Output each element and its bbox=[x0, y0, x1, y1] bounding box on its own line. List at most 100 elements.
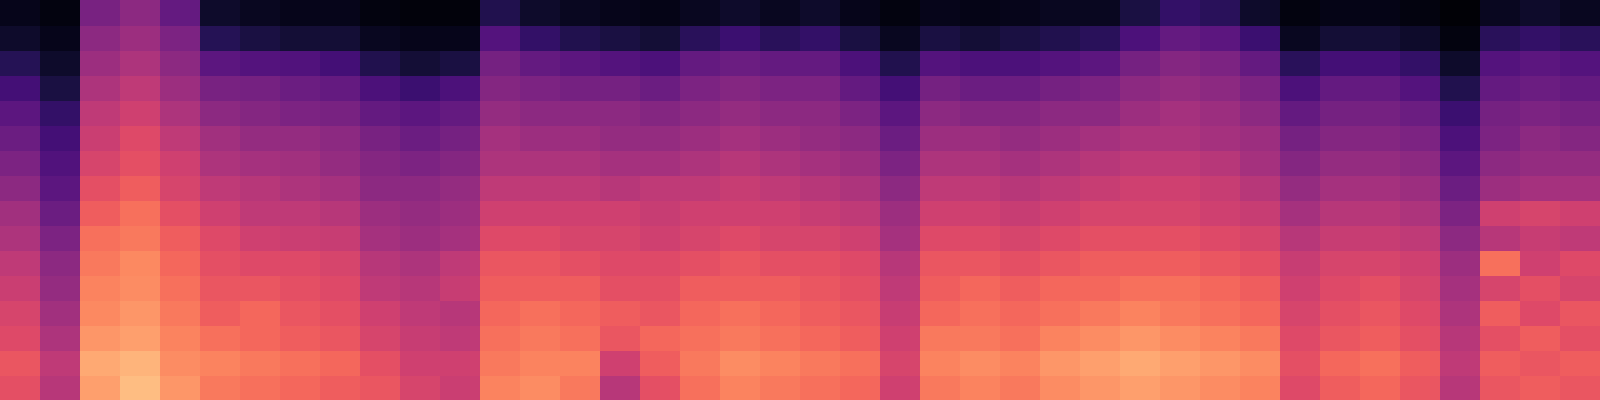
heatmap-cell bbox=[1560, 200, 1600, 226]
heatmap-cell bbox=[1200, 350, 1241, 376]
heatmap-cell bbox=[1280, 0, 1321, 26]
heatmap-cell bbox=[120, 175, 161, 201]
heatmap-cell bbox=[1240, 50, 1281, 76]
heatmap-cell bbox=[800, 100, 841, 126]
heatmap-cell bbox=[560, 25, 601, 51]
heatmap-cell bbox=[1200, 75, 1241, 101]
heatmap-cell bbox=[760, 100, 801, 126]
heatmap-cell bbox=[1080, 250, 1121, 276]
heatmap-cell bbox=[840, 100, 881, 126]
heatmap-cell bbox=[760, 175, 801, 201]
heatmap-cell bbox=[880, 25, 921, 51]
heatmap-cell bbox=[760, 300, 801, 326]
heatmap-cell bbox=[1440, 375, 1481, 400]
heatmap-cell bbox=[800, 50, 841, 76]
heatmap-cell bbox=[680, 275, 721, 301]
heatmap-cell bbox=[1200, 225, 1241, 251]
heatmap-cell bbox=[760, 125, 801, 151]
heatmap-cell bbox=[1160, 0, 1201, 26]
heatmap-cell bbox=[720, 75, 761, 101]
heatmap-cell bbox=[1240, 300, 1281, 326]
heatmap-cell bbox=[0, 125, 41, 151]
heatmap-cell bbox=[400, 50, 441, 76]
heatmap-cell bbox=[1320, 375, 1361, 400]
heatmap-cell bbox=[160, 125, 201, 151]
heatmap-cell bbox=[160, 225, 201, 251]
heatmap-cell bbox=[440, 225, 481, 251]
heatmap-cell bbox=[1280, 300, 1321, 326]
heatmap-cell bbox=[1160, 50, 1201, 76]
heatmap-cell bbox=[1280, 25, 1321, 51]
heatmap-cell bbox=[0, 225, 41, 251]
heatmap-cell bbox=[1480, 375, 1521, 400]
heatmap-cell bbox=[360, 75, 401, 101]
heatmap-cell bbox=[800, 350, 841, 376]
heatmap-cell bbox=[800, 125, 841, 151]
heatmap-cell bbox=[320, 225, 361, 251]
heatmap-cell bbox=[440, 175, 481, 201]
heatmap-cell bbox=[560, 275, 601, 301]
heatmap-cell bbox=[720, 225, 761, 251]
heatmap-cell bbox=[600, 175, 641, 201]
heatmap-cell bbox=[400, 275, 441, 301]
heatmap-cell bbox=[1520, 25, 1561, 51]
heatmap-cell bbox=[120, 250, 161, 276]
heatmap-cell bbox=[40, 225, 81, 251]
heatmap-cell bbox=[40, 75, 81, 101]
heatmap-cell bbox=[240, 300, 281, 326]
heatmap-cell bbox=[760, 375, 801, 400]
heatmap-cell bbox=[1000, 225, 1041, 251]
heatmap-cell bbox=[920, 150, 961, 176]
heatmap-cell bbox=[120, 0, 161, 26]
heatmap-cell bbox=[1320, 50, 1361, 76]
heatmap-cell bbox=[640, 375, 681, 400]
heatmap-cell bbox=[480, 75, 521, 101]
heatmap-cell bbox=[480, 250, 521, 276]
heatmap-cell bbox=[120, 200, 161, 226]
heatmap-cell bbox=[600, 275, 641, 301]
heatmap-cell bbox=[480, 225, 521, 251]
heatmap-cell bbox=[520, 100, 561, 126]
heatmap-cell bbox=[560, 300, 601, 326]
heatmap-cell bbox=[1400, 75, 1441, 101]
heatmap-cell bbox=[960, 225, 1001, 251]
heatmap-cell bbox=[600, 50, 641, 76]
heatmap-cell bbox=[1480, 125, 1521, 151]
heatmap-cell bbox=[200, 350, 241, 376]
heatmap-cell bbox=[680, 150, 721, 176]
heatmap-cell bbox=[440, 0, 481, 26]
heatmap-cell bbox=[280, 125, 321, 151]
heatmap-cell bbox=[1360, 250, 1401, 276]
heatmap-cell bbox=[840, 25, 881, 51]
heatmap-cell bbox=[1120, 300, 1161, 326]
heatmap-cell bbox=[1200, 150, 1241, 176]
heatmap-cell bbox=[1040, 50, 1081, 76]
heatmap-cell bbox=[960, 275, 1001, 301]
heatmap-cell bbox=[1400, 175, 1441, 201]
heatmap-cell bbox=[40, 275, 81, 301]
heatmap-cell bbox=[1280, 225, 1321, 251]
heatmap-cell bbox=[960, 0, 1001, 26]
heatmap-cell bbox=[800, 250, 841, 276]
heatmap-cell bbox=[120, 100, 161, 126]
heatmap-cell bbox=[1080, 325, 1121, 351]
heatmap-cell bbox=[520, 375, 561, 400]
heatmap-cell bbox=[600, 225, 641, 251]
heatmap-cell bbox=[40, 25, 81, 51]
heatmap-cell bbox=[640, 300, 681, 326]
heatmap-cell bbox=[360, 250, 401, 276]
heatmap-cell bbox=[720, 125, 761, 151]
heatmap-cell bbox=[40, 250, 81, 276]
heatmap-cell bbox=[40, 125, 81, 151]
heatmap-cell bbox=[440, 325, 481, 351]
heatmap-cell bbox=[1040, 75, 1081, 101]
heatmap-cell bbox=[560, 350, 601, 376]
heatmap-cell bbox=[240, 0, 281, 26]
heatmap-cell bbox=[1000, 75, 1041, 101]
heatmap-cell bbox=[840, 0, 881, 26]
heatmap-cell bbox=[80, 275, 121, 301]
heatmap-cell bbox=[0, 350, 41, 376]
heatmap-cell bbox=[560, 100, 601, 126]
heatmap-cell bbox=[560, 0, 601, 26]
heatmap-cell bbox=[1320, 25, 1361, 51]
